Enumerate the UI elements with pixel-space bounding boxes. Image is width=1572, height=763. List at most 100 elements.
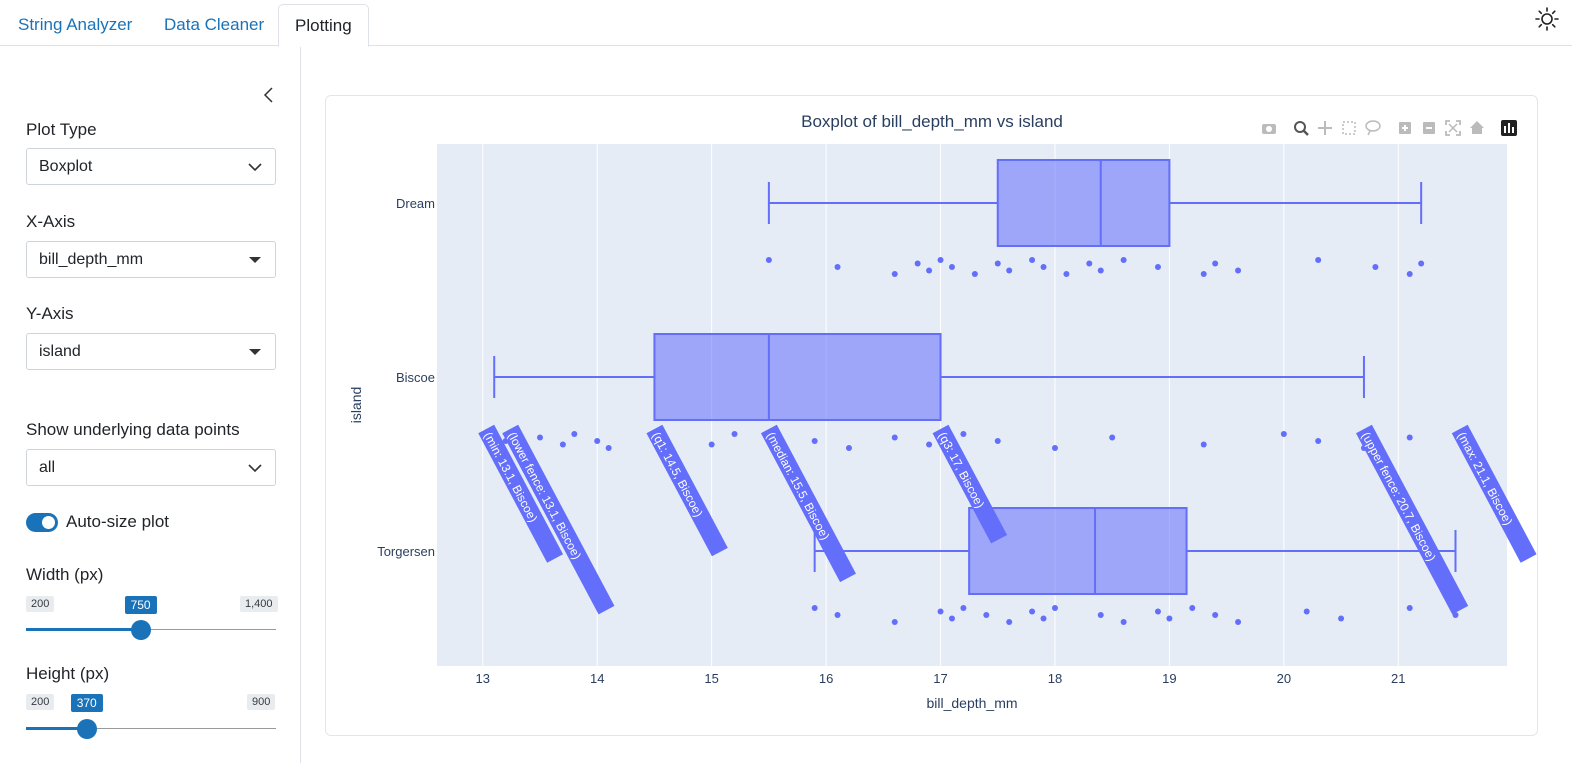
- width-min: 200: [26, 596, 55, 612]
- data-point: [1063, 271, 1070, 277]
- pan-icon[interactable]: [1318, 121, 1332, 135]
- x-axis-title: bill_depth_mm: [926, 695, 1017, 711]
- data-point: [845, 445, 852, 451]
- width-slider-handle[interactable]: [130, 620, 151, 640]
- data-point: [1154, 608, 1161, 615]
- tab-data-cleaner[interactable]: Data Cleaner: [164, 15, 265, 34]
- autoscale-icon[interactable]: [1445, 120, 1461, 136]
- box: [653, 333, 942, 421]
- toggle-knob: [42, 516, 55, 529]
- y-axis-title: island: [348, 387, 364, 424]
- zoom-icon[interactable]: [1294, 121, 1309, 136]
- data-point: [1452, 612, 1459, 618]
- x-tick-label: 20: [1277, 671, 1291, 686]
- hover-label-bg: [1451, 424, 1537, 563]
- height-slider-fill: [26, 727, 87, 730]
- data-point: [1097, 612, 1104, 618]
- data-point: [1154, 264, 1161, 270]
- hover-label-bg: [760, 424, 856, 583]
- data-point: [1303, 608, 1310, 615]
- data-point: [765, 257, 772, 263]
- boxplot-chart[interactable]: 13 14 15 16 17 18 19 20 21 Boxplot of bill_depth_…: [326, 96, 1539, 737]
- box-select-icon[interactable]: [1342, 121, 1356, 135]
- data-point: [1051, 445, 1058, 451]
- points-label: Show underlying data points: [26, 420, 240, 439]
- data-point: [1029, 608, 1036, 615]
- height-value: 370: [70, 694, 103, 712]
- height-label: Height (px): [26, 664, 110, 683]
- caret-down-icon: [247, 242, 263, 277]
- data-point: [1029, 257, 1036, 263]
- data-point: [914, 260, 921, 267]
- x-axis-label: X-Axis: [26, 212, 76, 231]
- data-point: [994, 438, 1001, 444]
- camera-icon[interactable]: [1262, 124, 1276, 134]
- width-slider[interactable]: [26, 620, 276, 640]
- data-point: [1372, 264, 1379, 270]
- data-point: [1418, 260, 1425, 267]
- data-point: [948, 615, 955, 622]
- box: [996, 159, 1171, 247]
- data-point: [1166, 615, 1173, 622]
- points-select[interactable]: all: [26, 449, 276, 486]
- data-point: [948, 264, 955, 270]
- data-point: [937, 257, 944, 263]
- caret-down-icon: [247, 334, 263, 369]
- zoom-out-icon[interactable]: [1423, 122, 1435, 134]
- data-point: [1315, 257, 1322, 263]
- hover-label-bg: [646, 424, 728, 557]
- plot-type-label: Plot Type: [26, 120, 97, 139]
- data-point: [1212, 260, 1219, 267]
- autosize-toggle[interactable]: [26, 513, 58, 532]
- zoom-in-icon[interactable]: [1399, 122, 1411, 134]
- data-point: [1086, 260, 1093, 267]
- hover-label-bg: [502, 424, 615, 615]
- data-point: [1189, 605, 1196, 611]
- data-point: [1315, 438, 1322, 444]
- data-point: [926, 267, 933, 274]
- data-point: [1406, 605, 1413, 611]
- chevron-left-icon[interactable]: [260, 85, 278, 105]
- plot-type-select[interactable]: Boxplot: [26, 148, 276, 185]
- data-point: [1120, 619, 1127, 625]
- sidebar: Plot Type Boxplot X-Axis bill_depth_mm Y…: [0, 47, 301, 763]
- data-point: [1006, 619, 1013, 625]
- data-point: [983, 612, 990, 618]
- data-point: [1406, 434, 1413, 441]
- plot-card: 13 14 15 16 17 18 19 20 21 Boxplot of bill_depth_…: [325, 95, 1538, 736]
- data-point: [1280, 431, 1287, 437]
- tab-plotting[interactable]: Plotting: [278, 4, 369, 47]
- data-point: [994, 260, 1001, 267]
- x-axis-select[interactable]: bill_depth_mm: [26, 241, 276, 278]
- reset-axes-icon[interactable]: [1470, 121, 1484, 134]
- data-point: [960, 605, 967, 611]
- x-axis-value: bill_depth_mm: [39, 251, 144, 268]
- data-point: [1040, 264, 1047, 270]
- plotly-logo-icon[interactable]: [1501, 120, 1517, 136]
- chart-title: Boxplot of bill_depth_mm vs island: [801, 112, 1063, 131]
- height-slider[interactable]: [26, 719, 276, 739]
- points-value: all: [39, 459, 56, 476]
- width-value: 750: [124, 596, 157, 614]
- lasso-icon[interactable]: [1365, 120, 1381, 136]
- data-point: [1051, 605, 1058, 611]
- chevron-down-icon: [247, 149, 263, 184]
- data-point: [834, 612, 841, 618]
- sun-icon[interactable]: [1534, 6, 1560, 32]
- x-tick-label: 14: [590, 671, 604, 686]
- x-tick-label: 15: [704, 671, 718, 686]
- data-point: [891, 271, 898, 277]
- height-min: 200: [26, 694, 55, 710]
- y-tick-label: Dream: [396, 196, 435, 211]
- data-point: [594, 438, 601, 444]
- tab-string-analyzer[interactable]: String Analyzer: [18, 15, 133, 34]
- data-point: [708, 441, 715, 448]
- data-point: [891, 434, 898, 441]
- y-axis-select[interactable]: island: [26, 333, 276, 370]
- data-point: [571, 431, 578, 437]
- y-axis-value: island: [39, 343, 81, 360]
- height-slider-handle[interactable]: [76, 719, 97, 739]
- data-point: [891, 619, 898, 625]
- data-point: [960, 431, 967, 437]
- tab-bar: String Analyzer Data Cleaner Plotting: [0, 0, 1572, 47]
